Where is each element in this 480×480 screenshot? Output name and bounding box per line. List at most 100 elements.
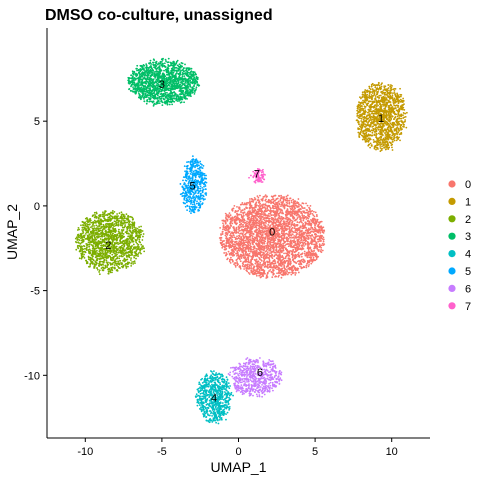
data-point bbox=[250, 197, 253, 200]
data-point bbox=[368, 138, 371, 141]
data-point bbox=[306, 219, 309, 222]
data-point bbox=[381, 129, 384, 132]
data-point bbox=[250, 211, 253, 214]
data-point bbox=[250, 265, 253, 267]
data-point bbox=[390, 89, 392, 92]
data-point bbox=[241, 209, 244, 212]
data-point bbox=[250, 259, 252, 262]
data-point bbox=[268, 219, 271, 222]
data-point bbox=[389, 114, 391, 116]
data-point bbox=[316, 228, 318, 231]
data-point bbox=[359, 132, 362, 135]
data-point bbox=[320, 229, 323, 231]
data-point bbox=[320, 251, 323, 254]
data-point bbox=[277, 275, 280, 278]
data-point bbox=[255, 221, 258, 224]
data-point bbox=[357, 128, 360, 131]
data-point bbox=[233, 236, 236, 239]
data-point bbox=[279, 257, 281, 260]
data-point bbox=[381, 140, 384, 143]
data-point bbox=[256, 215, 259, 217]
data-point bbox=[266, 227, 268, 230]
data-point bbox=[358, 123, 360, 125]
data-point bbox=[286, 210, 288, 213]
data-point bbox=[260, 216, 262, 219]
data-point bbox=[264, 210, 267, 213]
data-point bbox=[287, 212, 290, 214]
data-point bbox=[240, 222, 243, 225]
data-point bbox=[311, 258, 314, 261]
data-point bbox=[222, 222, 224, 225]
data-point bbox=[322, 236, 325, 239]
data-point bbox=[387, 132, 390, 135]
data-point bbox=[235, 216, 238, 219]
data-point bbox=[264, 250, 267, 253]
data-point bbox=[233, 204, 236, 207]
data-point bbox=[379, 88, 382, 91]
scatter-series-0 bbox=[218, 194, 326, 279]
data-point bbox=[394, 123, 397, 126]
data-point bbox=[275, 229, 278, 232]
data-point bbox=[239, 203, 242, 206]
data-point bbox=[129, 259, 132, 261]
data-point bbox=[293, 265, 295, 268]
data-point bbox=[373, 110, 376, 113]
data-point bbox=[243, 242, 246, 245]
data-point bbox=[358, 115, 361, 118]
data-point bbox=[244, 223, 247, 226]
data-point bbox=[258, 200, 261, 203]
data-point bbox=[236, 237, 239, 240]
data-point bbox=[398, 133, 401, 136]
data-point bbox=[266, 265, 269, 267]
data-point bbox=[313, 222, 316, 224]
data-point bbox=[236, 210, 238, 213]
data-point bbox=[379, 143, 381, 146]
data-point bbox=[241, 232, 244, 235]
data-point bbox=[228, 215, 231, 218]
data-point bbox=[393, 104, 396, 107]
data-point bbox=[267, 200, 270, 202]
data-point bbox=[225, 237, 227, 240]
data-point bbox=[287, 210, 290, 213]
data-point bbox=[288, 202, 291, 205]
data-point bbox=[303, 224, 306, 227]
data-point bbox=[287, 271, 290, 274]
data-point bbox=[289, 197, 292, 200]
data-point bbox=[224, 246, 226, 249]
data-point bbox=[392, 108, 395, 111]
data-point bbox=[360, 105, 363, 107]
data-point bbox=[85, 259, 88, 262]
data-point bbox=[109, 271, 112, 274]
data-point bbox=[364, 89, 367, 91]
data-point bbox=[247, 225, 250, 228]
data-point bbox=[256, 210, 258, 213]
data-point bbox=[250, 263, 253, 266]
data-point bbox=[261, 274, 264, 277]
data-point bbox=[250, 269, 253, 272]
data-point bbox=[376, 109, 379, 112]
data-point bbox=[272, 269, 274, 271]
data-point bbox=[306, 256, 309, 259]
data-point bbox=[305, 264, 308, 267]
data-point bbox=[250, 204, 253, 207]
data-point bbox=[302, 231, 305, 234]
data-point bbox=[387, 96, 390, 99]
data-point bbox=[263, 217, 266, 219]
data-point bbox=[272, 233, 274, 236]
data-point bbox=[233, 263, 235, 265]
data-point bbox=[283, 246, 286, 249]
data-point bbox=[104, 230, 107, 233]
data-point bbox=[228, 260, 231, 263]
data-point bbox=[292, 212, 294, 215]
data-point bbox=[397, 128, 400, 131]
data-point bbox=[231, 244, 234, 247]
data-point bbox=[297, 248, 300, 250]
data-point bbox=[376, 93, 379, 95]
data-point bbox=[229, 214, 232, 217]
data-point bbox=[229, 234, 232, 237]
data-point bbox=[244, 257, 246, 259]
data-point bbox=[313, 239, 316, 242]
data-point bbox=[311, 250, 313, 253]
data-point bbox=[374, 145, 377, 148]
data-point bbox=[286, 236, 289, 239]
